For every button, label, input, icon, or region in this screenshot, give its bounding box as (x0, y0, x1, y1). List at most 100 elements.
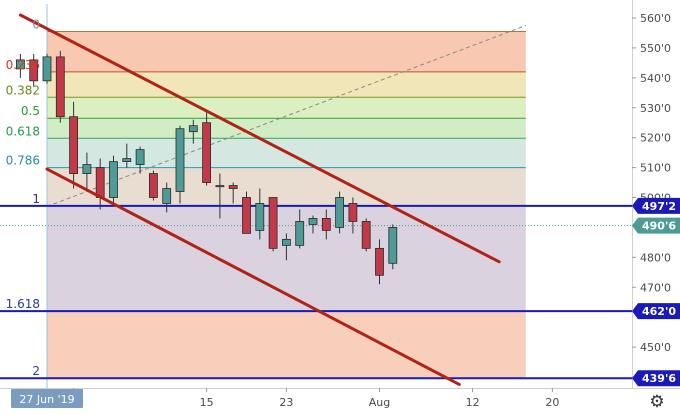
candle-body (55, 56, 65, 118)
candle-body (135, 149, 145, 165)
fib-lines (47, 30, 526, 169)
fib-zone-7 (47, 311, 526, 379)
channel-line-0[interactable] (18, 13, 501, 264)
candle-body (255, 203, 265, 231)
price-axis: 560'0550'0540'0530'0520'0510'0500'0480'0… (632, 0, 680, 415)
time-tick-label: 20 (545, 396, 559, 409)
fib-labels: 0 0.236 0.382 0.5 0.618 0.786 1 1.618 2 (6, 17, 40, 378)
price-tick-label: 560'0 (640, 12, 671, 25)
fib-zone-0 (47, 31, 526, 72)
price-tick-label: 540'0 (640, 72, 671, 85)
price-tick-label: 520'0 (640, 132, 671, 145)
candle-body (202, 122, 212, 183)
candle-body (162, 188, 172, 204)
fib-label-3: 0.5 (21, 104, 40, 118)
channel-lines (18, 13, 501, 386)
candle (175, 125, 185, 204)
candle (268, 197, 278, 252)
candle-body (42, 56, 52, 82)
candles (15, 50, 398, 285)
candle (348, 197, 358, 234)
time-axis-bg (0, 388, 632, 415)
candle-body (69, 116, 78, 174)
candle-body (29, 59, 39, 82)
candle-body (15, 59, 25, 70)
candle-body (242, 197, 251, 234)
candle (188, 119, 198, 144)
candle-body (228, 185, 238, 189)
fib-label-8: 2 (32, 364, 40, 378)
fib-zone-5 (47, 167, 526, 206)
candle-body (148, 173, 158, 198)
candle (361, 218, 371, 252)
candle-body (188, 125, 198, 133)
candle-body (335, 197, 345, 228)
candle (29, 53, 39, 87)
candle (42, 53, 52, 84)
fib-zone-3 (47, 118, 526, 139)
fib-label-5: 0.786 (6, 154, 40, 168)
candle (162, 182, 172, 213)
time-tick-label: Aug (369, 396, 390, 409)
candle (109, 155, 118, 204)
candle-body (175, 128, 185, 192)
candle (335, 191, 345, 234)
candle (202, 110, 212, 186)
candle-body (82, 164, 92, 174)
svg-text:27 Jun '19: 27 Jun '19 (19, 393, 74, 406)
candle (255, 188, 265, 240)
candle-body (388, 227, 398, 264)
candle (15, 53, 25, 78)
candle-body (375, 247, 384, 276)
price-tick-label: 480'0 (640, 251, 671, 264)
candle-body (109, 161, 118, 198)
candle (295, 209, 305, 249)
dashed-trend-line[interactable] (46, 25, 526, 207)
candle (215, 173, 225, 219)
candle (69, 101, 78, 189)
price-tick-label: 470'0 (640, 281, 671, 294)
channel-line-1[interactable] (45, 167, 461, 386)
candle-body (268, 197, 278, 249)
candle (281, 233, 291, 261)
candle-body (308, 218, 318, 225)
candle (228, 182, 238, 204)
fib-label-1: 0.236 (6, 58, 40, 72)
candle-body (361, 221, 371, 249)
candle-body (122, 158, 132, 163)
fib-zone-1 (47, 71, 526, 98)
price-tick-label: 530'0 (640, 102, 671, 115)
candle (148, 170, 158, 201)
price-tick-label: 550'0 (640, 42, 671, 55)
price-tick-label: 510'0 (640, 162, 671, 175)
candle-body (348, 203, 358, 222)
candle (242, 191, 251, 234)
fib-label-7: 1.618 (6, 297, 40, 311)
fib-zone-2 (47, 97, 526, 119)
candle (321, 209, 331, 240)
candle-body (95, 167, 105, 198)
level-tag-0: 497'2 (632, 197, 680, 214)
last-price-tag: 490'6 (632, 217, 680, 234)
fib-label-0: 0 (32, 17, 40, 31)
candle-body (321, 218, 331, 231)
candle-body (215, 185, 225, 188)
candle-body (281, 238, 291, 246)
svg-text:462'0: 462'0 (642, 305, 676, 318)
candle (122, 143, 132, 168)
fib-zones (47, 31, 526, 379)
fib-label-2: 0.382 (6, 83, 40, 97)
svg-text:439'6: 439'6 (642, 372, 676, 385)
gear-icon[interactable]: ⚙ (649, 392, 665, 412)
trend-lines (46, 25, 526, 207)
price-tick-label: 450'0 (640, 341, 671, 354)
fib-label-4: 0.618 (6, 124, 40, 138)
candle (55, 50, 65, 123)
svg-text:490'6: 490'6 (642, 220, 676, 233)
cursor-date-tag: 27 Jun '19 (11, 389, 83, 408)
candle (375, 239, 384, 285)
candle (388, 224, 398, 270)
time-tick-label: 15 (200, 396, 214, 409)
candle-body (295, 221, 305, 246)
